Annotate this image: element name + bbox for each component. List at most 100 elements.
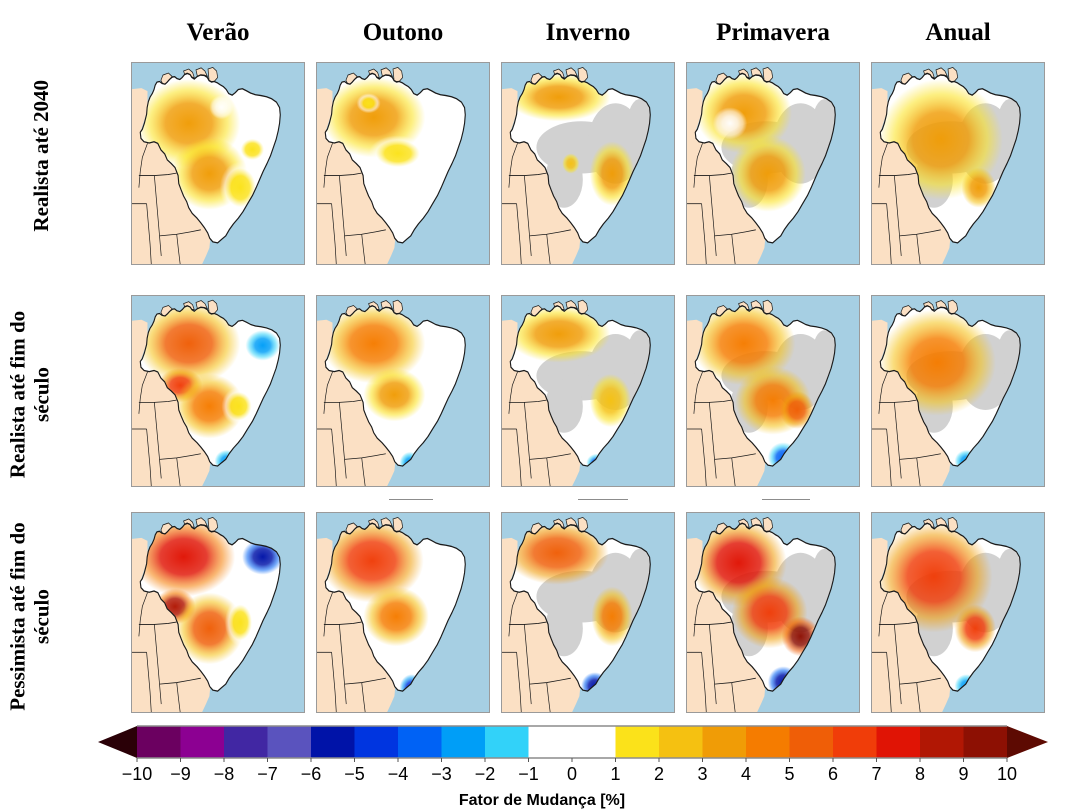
contour-blob	[175, 592, 244, 665]
state-boundary	[1008, 563, 1011, 593]
neighbor-border	[508, 592, 518, 637]
state-boundary	[739, 79, 741, 139]
brazil-outline	[324, 305, 466, 467]
state-boundary	[626, 334, 633, 383]
neighbor-land-north-3	[530, 305, 543, 317]
state-boundary	[184, 529, 186, 589]
brazil-outline	[694, 72, 836, 244]
map-panel-pessimista_seculo-verao	[131, 512, 305, 713]
neighbor-border	[524, 175, 532, 257]
colorbar-tick-label-19: 9	[958, 764, 969, 784]
state-boundary	[944, 315, 947, 391]
state-boundary	[363, 387, 444, 402]
neighbor-land-north-0	[553, 518, 565, 528]
map-panel-realista_seculo-outono	[316, 295, 490, 487]
state-boundary	[165, 317, 168, 351]
contour-blob	[510, 523, 609, 585]
state-boundary	[351, 363, 452, 374]
state-boundary	[979, 543, 989, 617]
state-boundary	[906, 363, 1007, 374]
neighbor-border	[524, 624, 532, 705]
neighbor-land-north-3	[900, 73, 913, 85]
neighbor-border	[176, 234, 181, 264]
neighbor-land-north-2	[208, 300, 218, 314]
state-boundary	[598, 188, 601, 218]
colorbar-tick-label-11: 1	[610, 764, 621, 784]
neighbor-land-north-0	[183, 69, 195, 78]
neighbor-border	[709, 624, 717, 705]
state-boundary	[780, 323, 783, 395]
neighbor-land-north-0	[368, 301, 380, 310]
colorbar-tick-label-4: −6	[300, 764, 322, 784]
state-boundary	[801, 571, 829, 573]
state-boundary	[559, 180, 619, 202]
colorbar-segment-5	[354, 726, 398, 758]
state-boundary	[453, 113, 456, 143]
state-boundary	[204, 533, 207, 613]
map-svg	[872, 296, 1044, 486]
state-boundary	[571, 654, 605, 670]
neighbor-land-north-3	[160, 73, 173, 85]
neighbor-land-north-1	[750, 300, 763, 309]
state-boundary	[178, 159, 259, 175]
neighbor-border	[529, 677, 571, 685]
colorbar-segment-0	[137, 726, 181, 758]
neighbor-border	[138, 172, 177, 176]
state-boundary	[213, 593, 218, 649]
neighbor-border	[146, 652, 152, 712]
colorbar-tick-label-8: −2	[474, 764, 496, 784]
colorbar-tick-label-10: 0	[566, 764, 577, 784]
state-boundary	[616, 571, 644, 573]
axis-artifact-line-1	[578, 499, 628, 500]
state-boundary	[239, 93, 249, 167]
state-boundary	[811, 334, 818, 383]
map-svg	[317, 63, 489, 264]
state-boundary	[924, 311, 926, 368]
neighbor-land-north-2	[208, 67, 218, 82]
state-boundary	[239, 543, 249, 617]
neighbor-border	[361, 457, 366, 486]
state-boundary	[571, 431, 605, 446]
column-header-anual: Anual	[925, 19, 991, 46]
state-boundary	[721, 363, 822, 374]
map-panel-pessimista_seculo-primavera	[686, 512, 860, 713]
state-boundary	[389, 83, 392, 163]
state-boundary	[246, 351, 274, 353]
state-boundary	[595, 91, 598, 167]
state-boundary	[548, 387, 629, 402]
state-boundary	[431, 121, 459, 123]
neighbor-land-north-3	[530, 522, 543, 535]
state-boundary	[386, 206, 420, 222]
neighbor-land-north-2	[208, 517, 218, 532]
neighbor-border	[331, 203, 337, 264]
data-layer	[510, 305, 651, 467]
state-boundary	[583, 372, 588, 425]
state-boundary	[165, 535, 168, 571]
colorbar-extend-low	[98, 726, 137, 758]
neighbor-border	[693, 172, 732, 176]
neighbor-border	[886, 428, 892, 486]
state-boundary	[204, 83, 207, 163]
colorbar-tick-label-5: −5	[344, 764, 365, 784]
state-boundary	[595, 323, 598, 395]
state-boundary	[332, 344, 427, 348]
neighbor-border	[339, 624, 347, 705]
neighbor-border	[878, 621, 917, 625]
neighbor-border	[331, 652, 337, 712]
neighbor-landmass	[132, 88, 211, 264]
data-layer	[880, 309, 1021, 467]
state-boundary	[424, 543, 434, 617]
map-panel-realista_2040-primavera	[686, 62, 860, 265]
axis-artifact-line-2	[762, 499, 810, 500]
contour-blob	[140, 523, 236, 597]
state-boundary	[626, 553, 633, 605]
state-boundary	[759, 533, 762, 613]
column-header-inverno: Inverno	[545, 19, 631, 46]
neighbor-land-north-1	[565, 300, 578, 309]
state-boundary	[702, 563, 797, 567]
neighbor-land-north-0	[923, 301, 935, 310]
state-boundary	[147, 344, 242, 348]
state-boundary	[906, 133, 1007, 145]
state-boundary	[905, 85, 908, 121]
colorbar-tick-label-1: −9	[170, 764, 191, 784]
